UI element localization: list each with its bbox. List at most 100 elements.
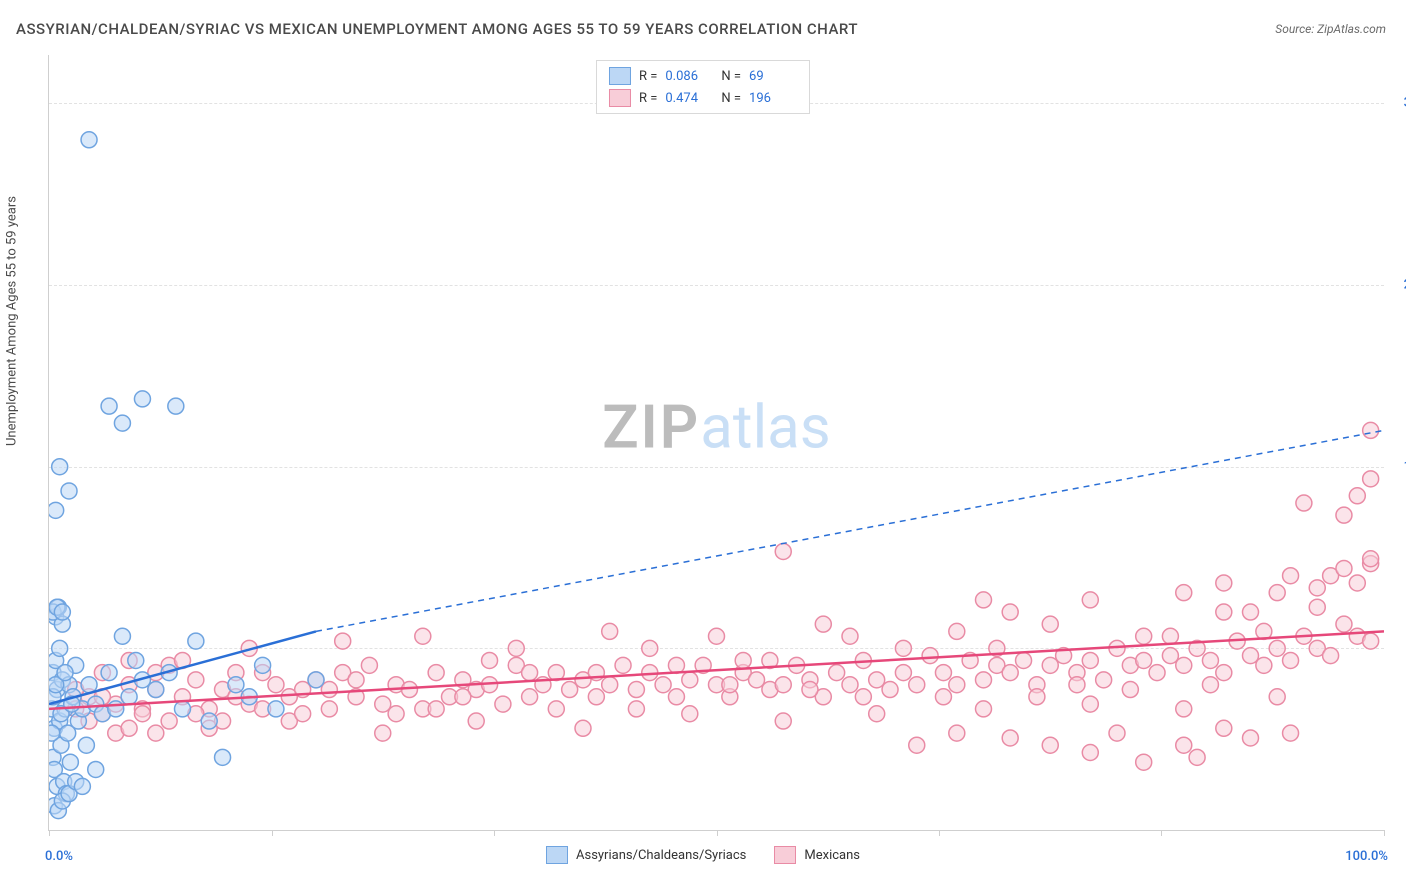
data-point	[1016, 652, 1032, 668]
data-point	[508, 640, 524, 656]
data-point	[1216, 575, 1232, 591]
data-point	[1269, 640, 1285, 656]
data-point	[1323, 648, 1339, 664]
data-point	[57, 665, 73, 681]
data-point	[1162, 648, 1178, 664]
data-point	[682, 672, 698, 688]
data-point	[1136, 754, 1152, 770]
data-point	[895, 640, 911, 656]
data-point	[1349, 575, 1365, 591]
data-point	[628, 701, 644, 717]
data-point	[1363, 422, 1379, 438]
data-point	[1082, 745, 1098, 761]
legend-swatch-acs-icon	[546, 846, 568, 864]
data-point	[829, 665, 845, 681]
data-point	[268, 677, 284, 693]
data-point	[375, 696, 391, 712]
r-value-mex: 0.474	[665, 91, 713, 106]
series-legend: Assyrians/Chaldeans/Syriacs Mexicans	[546, 846, 860, 864]
data-point	[1336, 616, 1352, 632]
data-point	[268, 701, 284, 717]
data-point	[949, 623, 965, 639]
data-point	[1002, 665, 1018, 681]
data-point	[1176, 737, 1192, 753]
data-point	[869, 706, 885, 722]
data-point	[161, 713, 177, 729]
correlation-legend: R = 0.086 N = 69 R = 0.474 N = 196	[596, 60, 810, 114]
r-value-acs: 0.086	[665, 69, 713, 84]
chart-container: ASSYRIAN/CHALDEAN/SYRIAC VS MEXICAN UNEM…	[0, 0, 1406, 892]
plot-area: ZIPatlas 7.5%15.0%22.5%30.0%	[48, 55, 1384, 831]
source-attribution: Source: ZipAtlas.com	[1275, 22, 1386, 36]
data-point	[255, 657, 271, 673]
data-point	[1309, 580, 1325, 596]
source-name: ZipAtlas.com	[1317, 22, 1386, 36]
data-point	[1122, 682, 1138, 698]
data-point	[949, 725, 965, 741]
data-point	[1029, 689, 1045, 705]
data-point	[909, 737, 925, 753]
n-label: N =	[721, 91, 741, 106]
data-point	[909, 677, 925, 693]
data-point	[74, 778, 90, 794]
trend-line	[316, 430, 1384, 631]
data-point	[134, 391, 150, 407]
data-point	[62, 754, 78, 770]
data-point	[455, 689, 471, 705]
data-point	[842, 677, 858, 693]
data-point	[1162, 628, 1178, 644]
data-point	[1269, 689, 1285, 705]
chart-title: ASSYRIAN/CHALDEAN/SYRIAC VS MEXICAN UNEM…	[16, 20, 858, 38]
data-point	[81, 132, 97, 148]
data-point	[1349, 488, 1365, 504]
x-axis-max-label: 100.0%	[1345, 849, 1388, 864]
data-point	[882, 682, 898, 698]
data-point	[1109, 725, 1125, 741]
source-prefix: Source:	[1275, 22, 1317, 36]
data-point	[348, 672, 364, 688]
data-point	[108, 701, 124, 717]
data-point	[976, 672, 992, 688]
data-point	[802, 682, 818, 698]
data-point	[1202, 652, 1218, 668]
data-point	[134, 706, 150, 722]
data-point	[1096, 672, 1112, 688]
data-point	[81, 677, 97, 693]
data-point	[775, 677, 791, 693]
x-tick	[49, 830, 50, 836]
data-point	[949, 677, 965, 693]
data-point	[308, 672, 324, 688]
data-point	[295, 706, 311, 722]
x-tick	[939, 830, 940, 836]
data-point	[468, 713, 484, 729]
data-point	[1202, 677, 1218, 693]
data-point	[682, 706, 698, 722]
data-point	[522, 665, 538, 681]
data-point	[121, 720, 137, 736]
data-point	[188, 633, 204, 649]
data-point	[709, 628, 725, 644]
data-point	[201, 713, 217, 729]
data-point	[1283, 568, 1299, 584]
data-point	[1243, 730, 1259, 746]
data-point	[1042, 616, 1058, 632]
x-tick	[1161, 830, 1162, 836]
data-point	[976, 701, 992, 717]
data-point	[1336, 560, 1352, 576]
n-value-mex: 196	[749, 91, 797, 106]
data-point	[575, 720, 591, 736]
data-point	[976, 592, 992, 608]
x-tick	[1384, 830, 1385, 836]
r-label: R =	[639, 69, 657, 84]
data-point	[1243, 604, 1259, 620]
data-point	[168, 398, 184, 414]
data-point	[1269, 585, 1285, 601]
data-point	[842, 628, 858, 644]
data-point	[428, 665, 444, 681]
data-point	[935, 665, 951, 681]
legend-row-acs: R = 0.086 N = 69	[609, 65, 797, 87]
data-point	[522, 689, 538, 705]
x-tick	[494, 830, 495, 836]
data-point	[855, 689, 871, 705]
legend-row-mex: R = 0.474 N = 196	[609, 87, 797, 109]
